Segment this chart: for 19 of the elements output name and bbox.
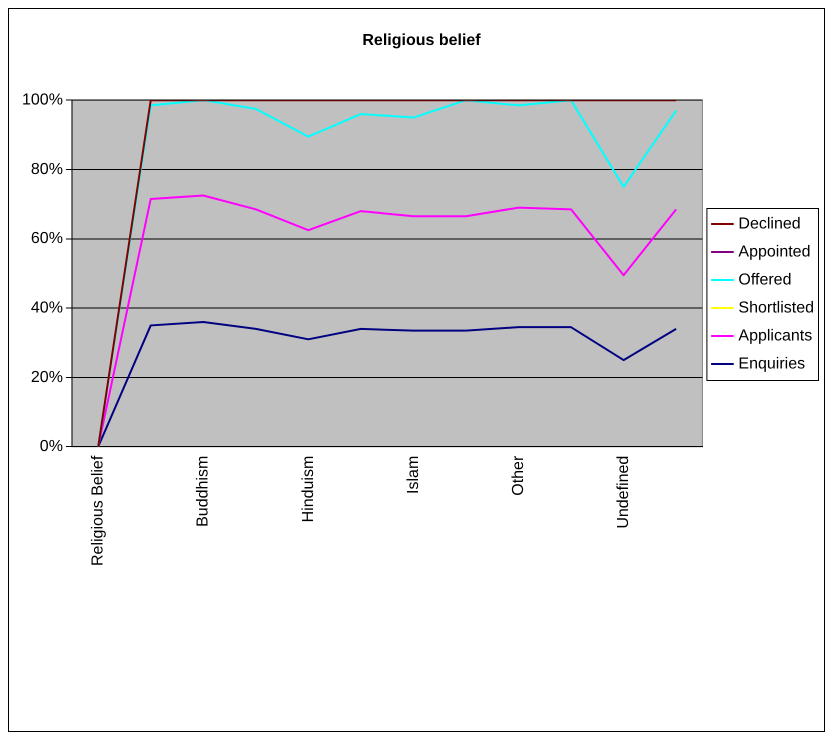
y-tick-label: 60% — [30, 230, 63, 248]
chart-title: Religious belief — [362, 32, 482, 50]
y-tick-label: 100% — [22, 92, 63, 109]
y-tick-label: 0% — [40, 438, 63, 456]
legend-label: Shortlisted — [738, 299, 814, 316]
legend-label: Applicants — [738, 327, 812, 344]
x-tick-label: Hinduism — [300, 456, 317, 522]
legend-label: Enquiries — [738, 355, 806, 372]
legend-label: Appointed — [738, 243, 810, 260]
y-tick-label: 20% — [30, 368, 63, 386]
legend-label: Declined — [738, 215, 801, 232]
x-tick-label: Other — [510, 455, 527, 496]
x-tick-label: Islam — [404, 456, 422, 494]
x-tick-label: Undefined — [615, 456, 632, 529]
x-tick-label: Buddhism — [194, 456, 212, 527]
y-tick-label: 80% — [30, 160, 63, 178]
x-tick-label: Religious Belief — [90, 455, 107, 566]
y-tick-label: 40% — [30, 300, 63, 317]
legend-label: Offered — [738, 271, 792, 288]
